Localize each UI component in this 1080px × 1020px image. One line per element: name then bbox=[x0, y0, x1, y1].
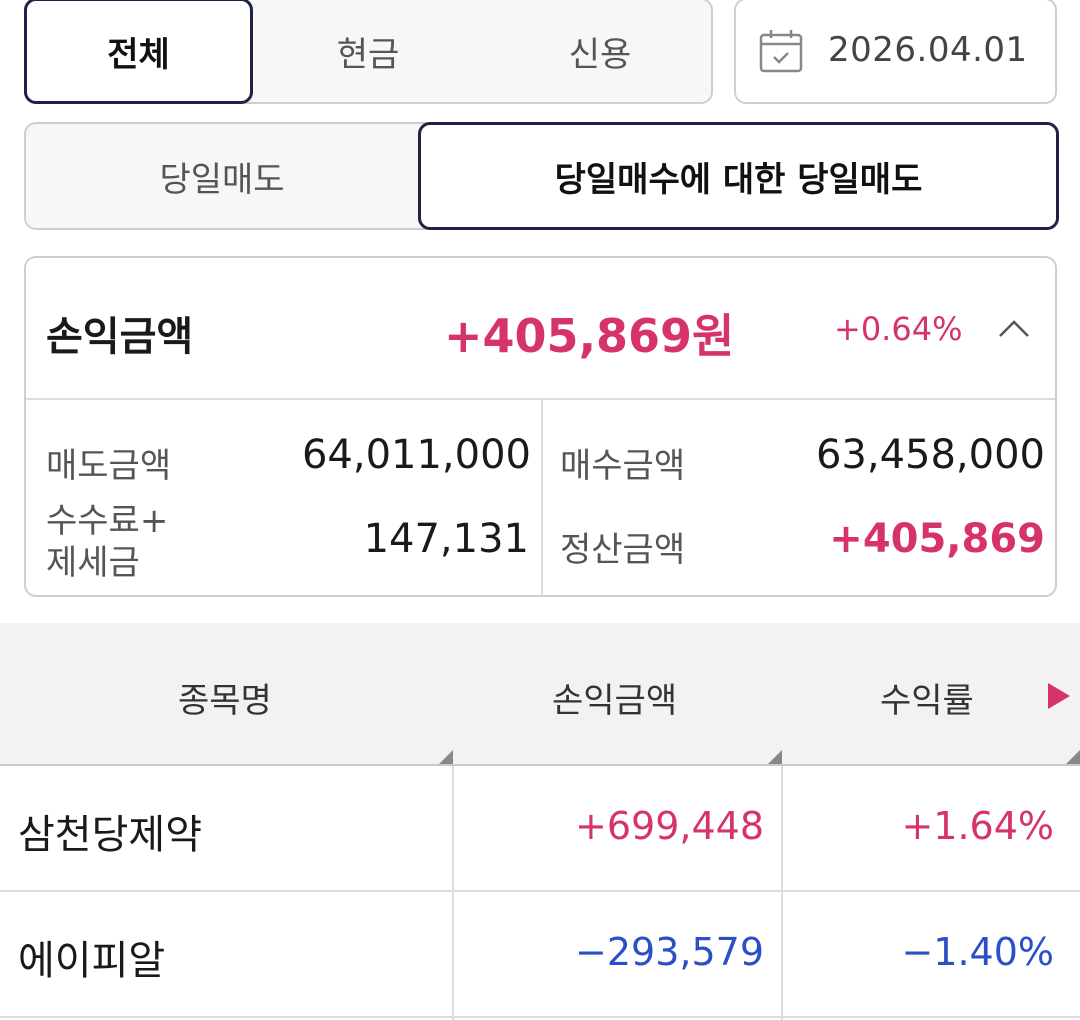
profit-percent: +0.64% bbox=[834, 310, 963, 348]
tab-same-day-sell[interactable]: 당일매도 bbox=[159, 159, 285, 200]
row-rate: +1.64% bbox=[901, 804, 1054, 848]
sell-amount-label: 매도금액 bbox=[46, 446, 172, 486]
fee-tax-value: 147,131 bbox=[363, 516, 529, 562]
summary-header[interactable]: 손익금액 +405,869원 +0.64% bbox=[26, 258, 1055, 400]
scroll-right-icon[interactable] bbox=[1046, 681, 1072, 711]
sort-corner-icon bbox=[439, 750, 453, 764]
table-row[interactable]: 삼천당제약 +699,448 +1.64% bbox=[0, 766, 1080, 892]
trade-type-tabs: 당일매도 당일매수에 대한 당일매도 bbox=[24, 122, 1059, 230]
tab-same-day-buy-sell[interactable]: 당일매수에 대한 당일매도 bbox=[418, 122, 1059, 230]
profit-summary-card: 손익금액 +405,869원 +0.64% 매도금액 64,011,000 수수… bbox=[24, 256, 1057, 597]
column-divider bbox=[781, 766, 783, 1020]
column-divider bbox=[452, 766, 454, 1020]
settle-amount-label: 정산금액 bbox=[560, 530, 686, 570]
header-stock-name[interactable]: 종목명 bbox=[178, 681, 272, 721]
tab-all[interactable]: 전체 bbox=[24, 0, 253, 104]
profit-amount: +405,869원 bbox=[444, 309, 735, 363]
table-row[interactable]: 에이피알 −293,579 −1.40% bbox=[0, 892, 1080, 1018]
row-profit: −293,579 bbox=[575, 930, 764, 974]
sell-amount-value: 64,011,000 bbox=[301, 432, 531, 478]
row-rate: −1.40% bbox=[901, 930, 1054, 974]
buy-amount-value: 63,458,000 bbox=[815, 432, 1045, 478]
row-profit: +699,448 bbox=[575, 804, 764, 848]
calendar-icon bbox=[759, 30, 803, 73]
account-type-tabs: 전체 현금 신용 bbox=[24, 0, 713, 104]
fee-label-line2: 제세금 bbox=[46, 543, 140, 583]
settle-amount-value: +405,869 bbox=[829, 516, 1045, 562]
sort-corner-icon bbox=[1066, 750, 1080, 764]
summary-divider bbox=[541, 400, 543, 595]
date-value: 2026.04.01 bbox=[828, 30, 1028, 70]
stock-table-header: 종목명 손익금액 수익률 bbox=[0, 623, 1080, 766]
tab-credit[interactable]: 신용 bbox=[568, 34, 632, 75]
buy-amount-label: 매수금액 bbox=[560, 446, 686, 486]
fee-tax-label: 수수료+ 제세금 bbox=[46, 500, 168, 584]
profit-label: 손익금액 bbox=[46, 314, 194, 360]
chevron-up-icon[interactable] bbox=[998, 316, 1030, 340]
row-stock-name: 에이피알 bbox=[18, 938, 166, 984]
sort-corner-icon bbox=[768, 750, 782, 764]
date-picker[interactable]: 2026.04.01 bbox=[734, 0, 1057, 104]
row-stock-name: 삼천당제약 bbox=[18, 812, 202, 858]
header-rate[interactable]: 수익률 bbox=[880, 681, 974, 721]
tab-cash[interactable]: 현금 bbox=[336, 34, 400, 75]
header-profit[interactable]: 손익금액 bbox=[552, 681, 678, 721]
fee-label-line1: 수수료+ bbox=[46, 501, 169, 541]
